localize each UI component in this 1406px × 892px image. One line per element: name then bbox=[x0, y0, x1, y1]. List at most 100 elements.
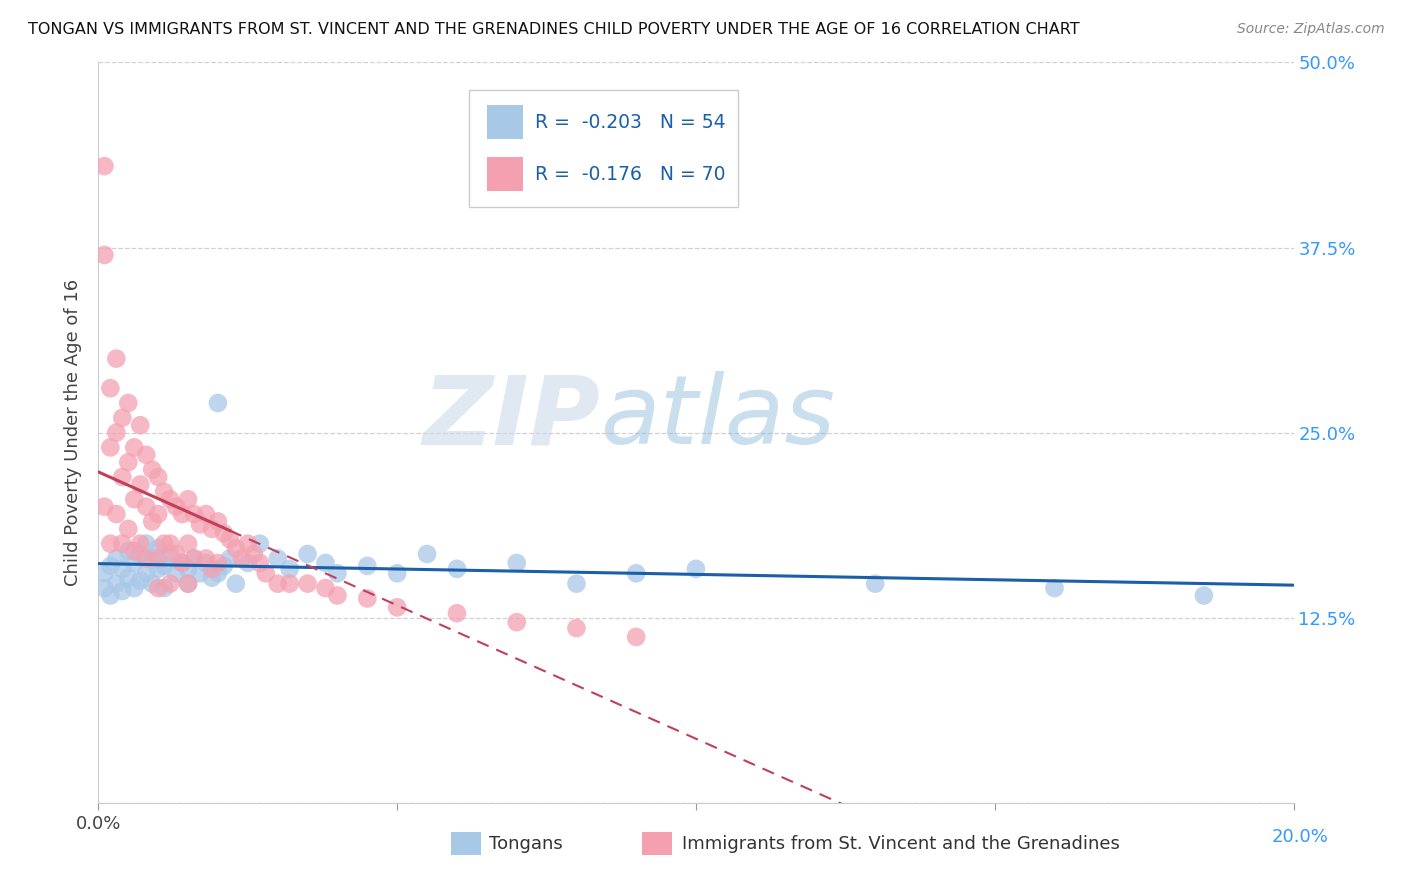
Point bbox=[506, 615, 529, 629]
Text: R =  -0.176   N = 70: R = -0.176 N = 70 bbox=[534, 165, 725, 184]
Point bbox=[685, 562, 707, 576]
Point bbox=[195, 551, 218, 566]
Point bbox=[153, 484, 176, 499]
Point bbox=[98, 381, 122, 395]
Bar bbox=[486, 157, 523, 191]
Point bbox=[506, 556, 529, 570]
Point bbox=[219, 551, 242, 566]
Text: R =  -0.203   N = 54: R = -0.203 N = 54 bbox=[534, 113, 725, 132]
Point bbox=[159, 536, 181, 550]
Bar bbox=[643, 832, 672, 855]
Point bbox=[195, 507, 218, 521]
Point bbox=[111, 562, 134, 576]
Point bbox=[172, 556, 194, 570]
Point bbox=[93, 159, 115, 173]
Point bbox=[111, 410, 134, 425]
Point bbox=[207, 515, 229, 529]
Point bbox=[207, 396, 229, 410]
Point bbox=[117, 455, 139, 469]
Point bbox=[188, 566, 211, 581]
Point bbox=[124, 556, 146, 570]
Point bbox=[201, 562, 224, 576]
Point bbox=[416, 547, 439, 561]
Y-axis label: Child Poverty Under the Age of 16: Child Poverty Under the Age of 16 bbox=[63, 279, 82, 586]
Text: ZIP: ZIP bbox=[422, 371, 600, 465]
Point bbox=[165, 566, 187, 581]
Point bbox=[177, 576, 200, 591]
Point bbox=[105, 507, 128, 521]
Point bbox=[1043, 581, 1066, 595]
Point bbox=[177, 492, 200, 507]
Point bbox=[98, 441, 122, 455]
FancyBboxPatch shape bbox=[470, 90, 738, 207]
Point bbox=[183, 551, 205, 566]
Point bbox=[148, 551, 170, 566]
Text: TONGAN VS IMMIGRANTS FROM ST. VINCENT AND THE GRENADINES CHILD POVERTY UNDER THE: TONGAN VS IMMIGRANTS FROM ST. VINCENT AN… bbox=[28, 22, 1080, 37]
Point bbox=[626, 630, 648, 644]
Point bbox=[207, 556, 229, 570]
Point bbox=[148, 470, 170, 484]
Point bbox=[236, 536, 259, 550]
Point bbox=[183, 551, 205, 566]
Point bbox=[135, 551, 157, 566]
Point bbox=[1192, 589, 1215, 603]
Point bbox=[124, 492, 146, 507]
Point bbox=[231, 551, 253, 566]
Point bbox=[148, 541, 170, 555]
Point bbox=[117, 396, 139, 410]
Point bbox=[153, 536, 176, 550]
Text: Immigrants from St. Vincent and the Grenadines: Immigrants from St. Vincent and the Gren… bbox=[682, 835, 1119, 853]
Point bbox=[278, 576, 301, 591]
Point bbox=[212, 526, 235, 541]
Point bbox=[93, 248, 115, 262]
Point bbox=[93, 500, 115, 514]
Point bbox=[159, 576, 181, 591]
Point bbox=[135, 448, 157, 462]
Point bbox=[249, 536, 271, 550]
Point bbox=[326, 589, 349, 603]
Point bbox=[98, 589, 122, 603]
Point bbox=[105, 576, 128, 591]
Point bbox=[201, 571, 224, 585]
Point bbox=[93, 566, 115, 581]
Point bbox=[446, 562, 468, 576]
Point bbox=[111, 536, 134, 550]
Point bbox=[297, 576, 319, 591]
Point bbox=[356, 558, 378, 573]
Point bbox=[148, 562, 170, 576]
Point bbox=[159, 547, 181, 561]
Point bbox=[117, 522, 139, 536]
Point bbox=[165, 547, 187, 561]
Point bbox=[356, 591, 378, 606]
Point bbox=[172, 556, 194, 570]
Point bbox=[315, 556, 337, 570]
Point bbox=[865, 576, 887, 591]
Point bbox=[225, 541, 247, 555]
Point bbox=[188, 517, 211, 532]
Point bbox=[278, 562, 301, 576]
Point bbox=[165, 500, 187, 514]
Point bbox=[183, 507, 205, 521]
Point bbox=[141, 462, 163, 476]
Point bbox=[135, 536, 157, 550]
Bar bbox=[451, 832, 481, 855]
Point bbox=[98, 558, 122, 573]
Point bbox=[141, 551, 163, 566]
Text: Tongans: Tongans bbox=[489, 835, 562, 853]
Point bbox=[177, 576, 200, 591]
Point bbox=[195, 556, 218, 570]
Point bbox=[124, 544, 146, 558]
Point bbox=[172, 507, 194, 521]
Point bbox=[385, 566, 409, 581]
Point bbox=[446, 607, 468, 621]
Point bbox=[129, 418, 152, 433]
Point bbox=[135, 500, 157, 514]
Point bbox=[177, 562, 200, 576]
Point bbox=[177, 536, 200, 550]
Point bbox=[236, 556, 259, 570]
Point bbox=[267, 551, 290, 566]
Point bbox=[124, 441, 146, 455]
Point bbox=[148, 581, 170, 595]
Point bbox=[243, 547, 266, 561]
Bar bbox=[486, 105, 523, 138]
